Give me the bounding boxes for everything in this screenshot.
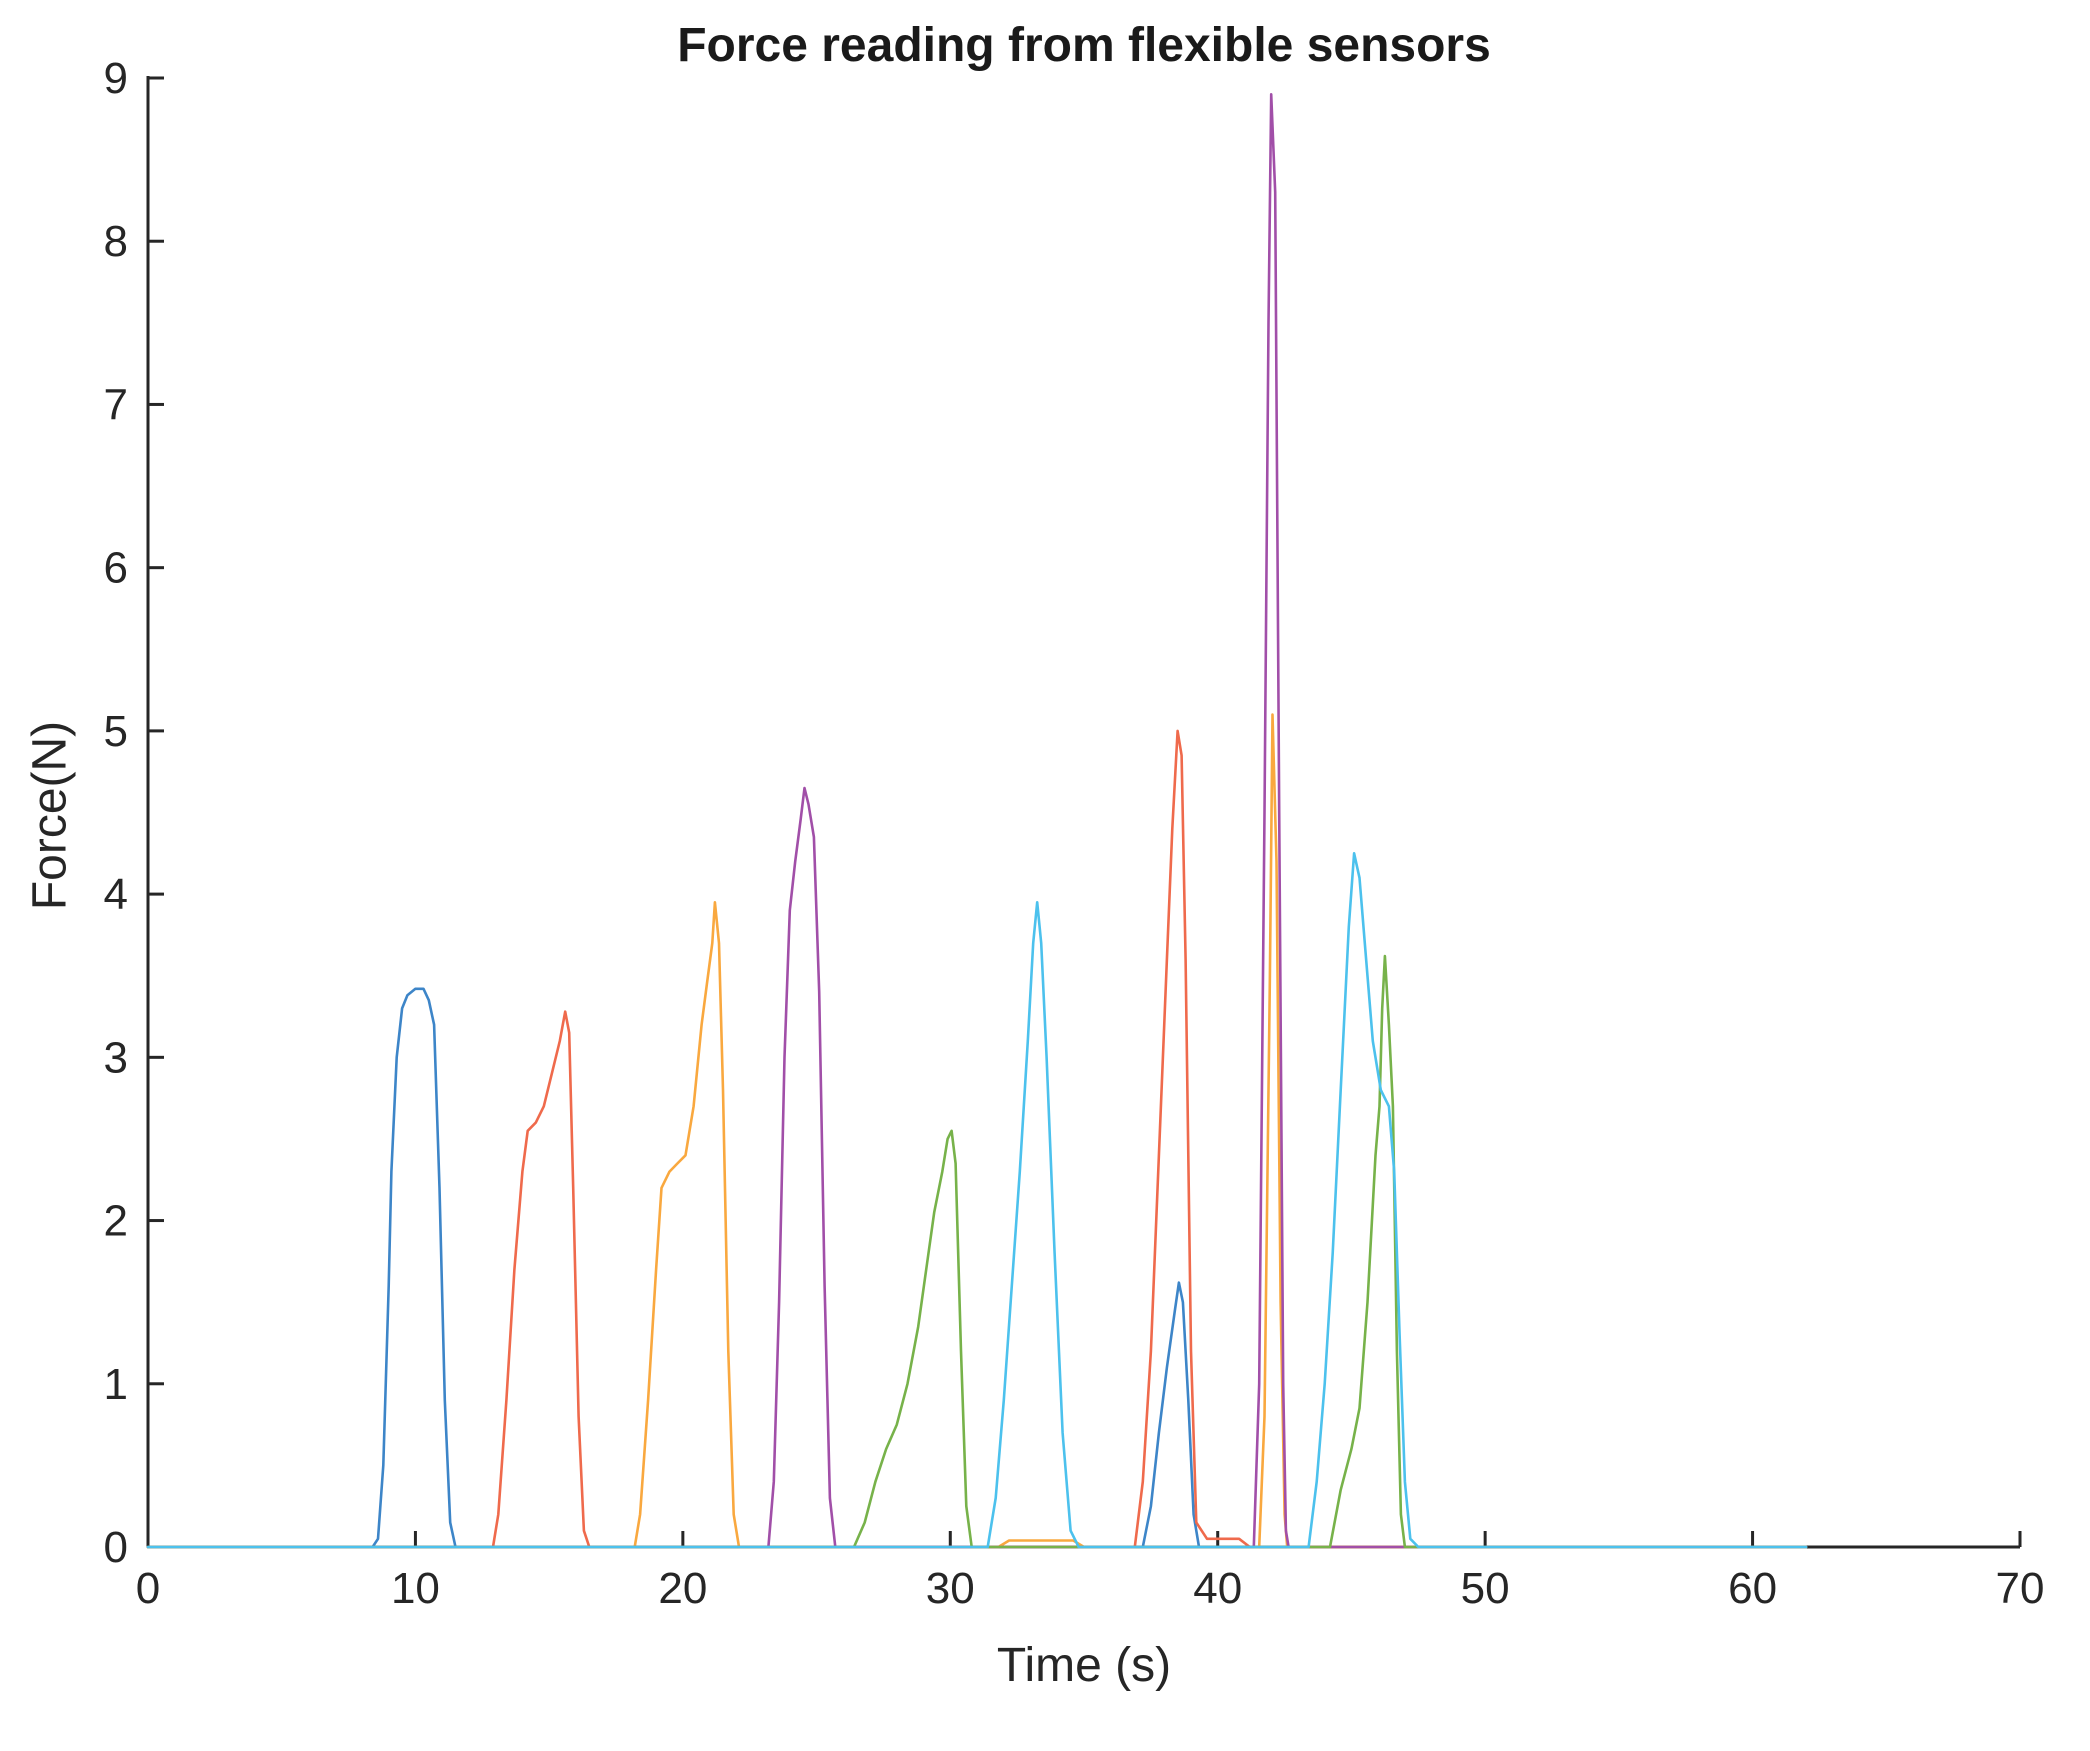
y-tick-label: 8 xyxy=(104,217,128,266)
y-tick-label: 3 xyxy=(104,1033,128,1082)
x-axis-label: Time (s) xyxy=(996,1639,1172,1692)
x-tick-label: 50 xyxy=(1461,1564,1510,1613)
series-line-sensor-2-red xyxy=(146,729,1808,1549)
series-line-sensor-5-green xyxy=(146,954,1808,1549)
series-line-sensor-4-purple xyxy=(146,93,1808,1549)
y-tick-label: 1 xyxy=(104,1360,128,1409)
series-line-sensor-1-blue xyxy=(146,987,1808,1549)
y-tick-label: 2 xyxy=(104,1197,128,1246)
x-tick-label: 20 xyxy=(658,1564,707,1613)
x-tick-label: 40 xyxy=(1193,1564,1242,1613)
y-axis-label: Force(N) xyxy=(23,720,77,911)
series-line-sensor-6-cyan xyxy=(146,851,1808,1549)
y-tick-label: 6 xyxy=(104,544,128,593)
x-tick-label: 60 xyxy=(1728,1564,1777,1613)
y-tick-label: 0 xyxy=(104,1523,128,1572)
x-tick-label: 30 xyxy=(926,1564,975,1613)
x-tick-label: 10 xyxy=(391,1564,440,1613)
y-tick-label: 7 xyxy=(104,380,128,429)
y-tick-label: 5 xyxy=(104,707,128,756)
y-tick-label: 4 xyxy=(104,870,128,919)
x-tick-label: 70 xyxy=(1996,1564,2045,1613)
y-tick-label: 9 xyxy=(104,54,128,103)
x-tick-label: 0 xyxy=(136,1564,160,1613)
series-line-sensor-3-yellow xyxy=(146,713,1808,1549)
chart-title: Force reading from flexible sensors xyxy=(677,19,1491,72)
